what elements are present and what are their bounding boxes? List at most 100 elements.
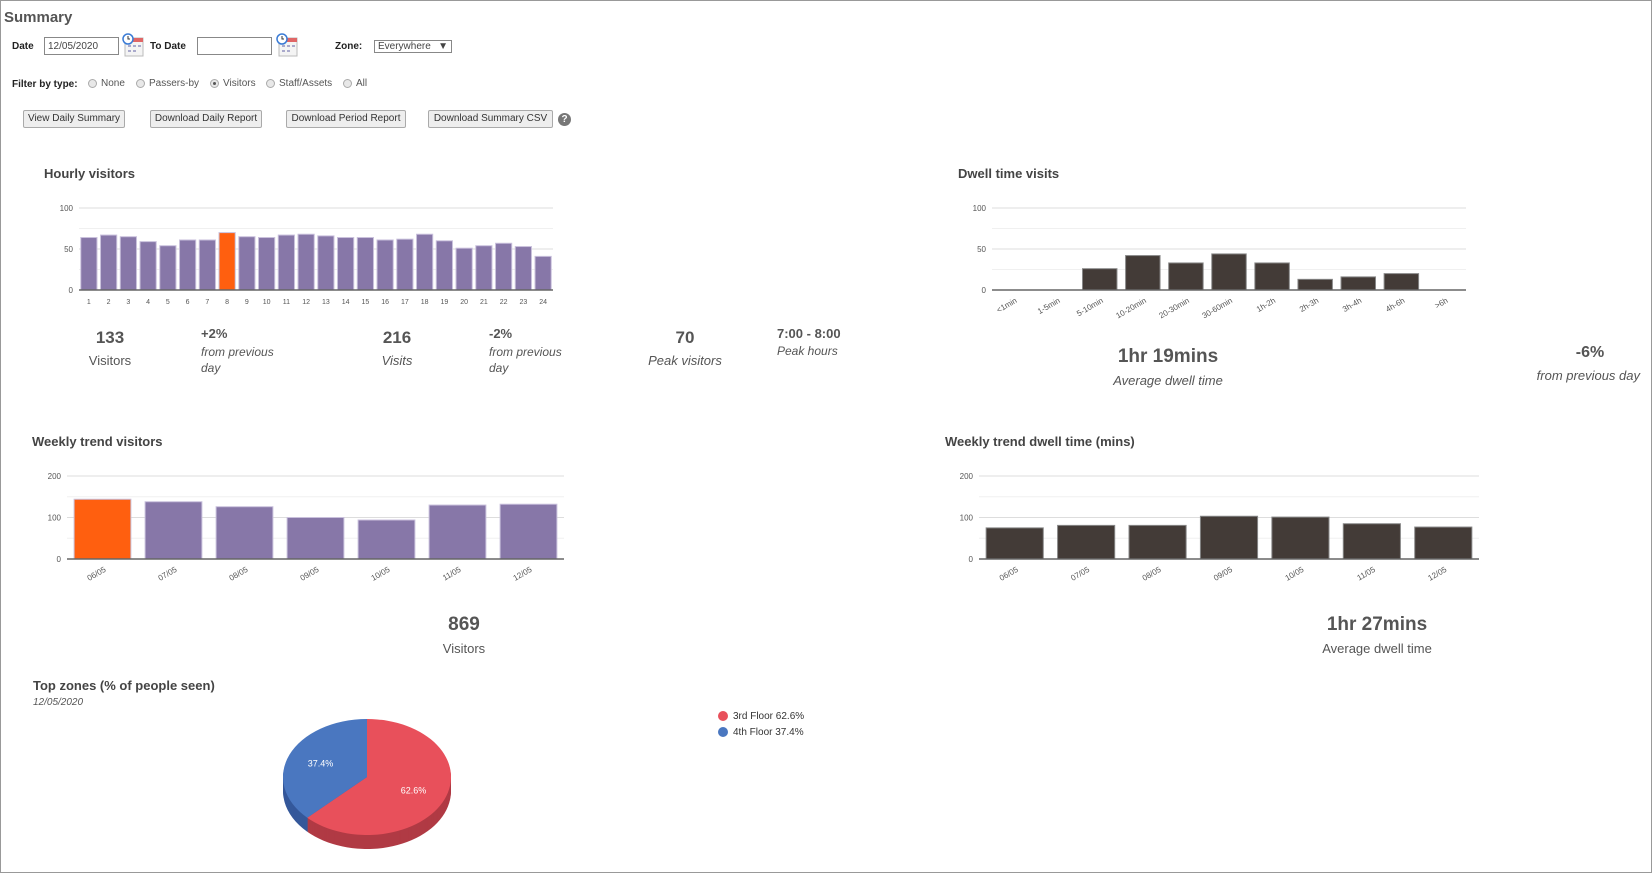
x-tick-label: 3h-4h	[1341, 296, 1363, 314]
x-tick-label: 10-20min	[1114, 296, 1147, 320]
peak-visitors-label: Peak visitors	[648, 353, 722, 368]
x-tick-label: 10	[263, 299, 271, 306]
help-icon[interactable]: ?	[558, 113, 571, 126]
x-tick-label: 09/05	[299, 565, 321, 583]
weekly-visitors-chart: 0 100 200 06/05 07/05 08/05 09/05 10/05 11/05 12/…	[48, 472, 564, 583]
avg-dwell-time-label: Average dwell time	[1113, 373, 1223, 388]
x-tick-label: >6h	[1433, 296, 1449, 311]
radio-button[interactable]	[210, 79, 219, 88]
legend-label: 3rd Floor 62.6%	[733, 710, 805, 722]
visits-label: Visits	[381, 353, 413, 368]
bar	[1414, 526, 1473, 560]
download-summary-csv-button[interactable]: Download Summary CSV	[428, 110, 553, 128]
view-daily-summary-button[interactable]: View Daily Summary	[23, 110, 125, 128]
x-tick-label: 4	[146, 299, 150, 306]
radio-all[interactable]: All	[343, 78, 367, 89]
radio-button[interactable]	[266, 79, 275, 88]
bar	[416, 233, 434, 291]
x-tick-label: 5-10min	[1075, 296, 1105, 318]
x-tick-label: 3	[126, 299, 130, 306]
filter-label: Filter by type:	[12, 79, 78, 90]
bar	[1125, 255, 1161, 291]
x-tick-label: 12/05	[512, 565, 534, 583]
bar	[396, 238, 414, 291]
y-tick-label: 100	[48, 514, 62, 523]
bar	[198, 239, 216, 291]
weekly-dwell-title: Weekly trend dwell time (mins)	[945, 434, 1135, 449]
x-tick-label: 15	[361, 299, 369, 306]
bar	[1271, 516, 1330, 560]
bar	[297, 233, 315, 291]
visitors-change: +2%	[201, 326, 228, 341]
x-tick-label: 12/05	[1426, 565, 1448, 583]
radio-label: All	[356, 78, 368, 89]
calendar-icon[interactable]	[122, 33, 144, 57]
x-tick-label: 4h-6h	[1384, 296, 1406, 314]
x-tick-label: 6	[186, 299, 190, 306]
bar	[1168, 262, 1204, 291]
x-tick-label: 06/05	[998, 565, 1020, 583]
radio-label: Staff/Assets	[279, 78, 333, 89]
x-tick-label: 10/05	[1284, 565, 1306, 583]
pie-slice	[307, 719, 451, 835]
top-zones-pie-chart: 62.6% 37.4%	[282, 719, 451, 849]
zone-select[interactable]: Everywhere ▼	[374, 40, 452, 53]
radio-button[interactable]	[343, 79, 352, 88]
x-tick-label: 07/05	[157, 565, 179, 583]
bar	[277, 234, 295, 291]
radio-label: None	[101, 78, 125, 89]
y-tick-label: 50	[977, 245, 986, 254]
x-tick-label: 06/05	[86, 565, 108, 583]
y-tick-label: 0	[57, 555, 62, 564]
x-tick-label: 7	[205, 299, 209, 306]
radio-button[interactable]	[88, 79, 97, 88]
download-period-report-button[interactable]: Download Period Report	[286, 110, 406, 128]
bar	[495, 242, 513, 291]
y-tick-label: 200	[48, 472, 62, 481]
bar	[356, 237, 374, 291]
bar	[144, 501, 203, 560]
radio-button[interactable]	[136, 79, 145, 88]
legend-item: 3rd Floor 62.6%	[718, 708, 804, 724]
x-tick-label: 1h-2h	[1255, 296, 1277, 314]
peak-hours-label: Peak hours	[777, 344, 838, 358]
radio-passers-by[interactable]: Passers-by	[136, 78, 199, 89]
x-tick-label: 20-30min	[1158, 296, 1191, 320]
dropdown-arrow-icon: ▼	[438, 41, 448, 52]
pie-slice	[282, 719, 367, 818]
dwell-time-chart: 0 50 100 <1min 1-5min 5-10min 10-20min 20-30min…	[973, 204, 1466, 320]
bar	[357, 519, 416, 560]
weekly-avg-dwell: 1hr 27mins	[1326, 614, 1428, 635]
bar	[80, 237, 98, 291]
visitors-label: Visitors	[88, 353, 132, 368]
x-tick-label: 17	[401, 299, 409, 306]
pie-slice-label: 62.6%	[401, 785, 427, 795]
x-tick-label: 5	[166, 299, 170, 306]
bar	[1342, 523, 1401, 560]
to-date-input[interactable]	[197, 37, 272, 55]
radio-staff-assets[interactable]: Staff/Assets	[266, 78, 332, 89]
date-input[interactable]: 12/05/2020	[44, 37, 119, 55]
y-tick-label: 100	[960, 514, 974, 523]
bar	[286, 517, 345, 560]
bar	[475, 245, 493, 291]
pie-slice-label: 37.4%	[308, 759, 334, 769]
bar	[218, 232, 236, 291]
pie-legend: 3rd Floor 62.6% 4th Floor 37.4%	[718, 708, 804, 740]
to-date-label: To Date	[150, 41, 186, 52]
peak-visitors-count: 70	[675, 328, 695, 347]
download-daily-report-button[interactable]: Download Daily Report	[150, 110, 262, 128]
bar	[258, 237, 276, 291]
avg-dwell-time: 1hr 19mins	[1117, 346, 1219, 367]
bar	[100, 234, 118, 291]
radio-visitors[interactable]: Visitors	[210, 78, 256, 89]
bar	[985, 527, 1044, 560]
bar	[1128, 524, 1187, 560]
x-tick-label: 07/05	[1069, 565, 1091, 583]
x-tick-label: 20	[460, 299, 468, 306]
radio-none[interactable]: None	[88, 78, 125, 89]
page-title: Summary	[4, 9, 73, 26]
x-tick-label: 18	[421, 299, 429, 306]
calendar-icon[interactable]	[276, 33, 298, 57]
